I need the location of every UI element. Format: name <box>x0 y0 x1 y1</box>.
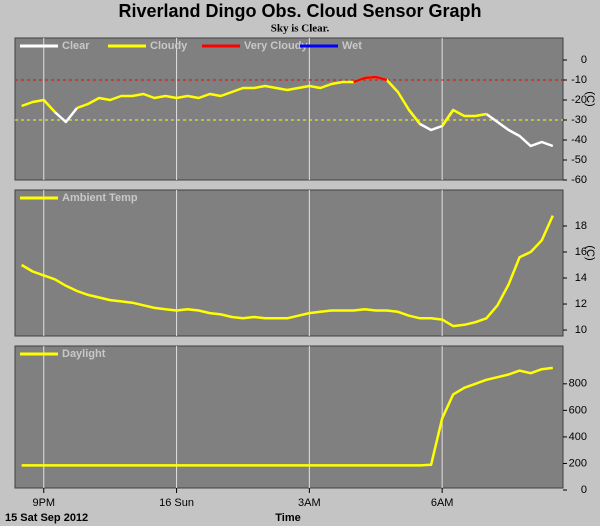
y-axis-label: (C) <box>584 245 596 260</box>
y-tick-label: 0 <box>581 484 587 496</box>
y-tick-label: 800 <box>569 378 587 390</box>
plot-area <box>14 189 564 337</box>
chart-title: Riverland Dingo Obs. Cloud Sensor Graph <box>118 1 481 21</box>
y-tick-label: -30 <box>571 114 587 126</box>
legend-label: Clear <box>62 40 90 52</box>
x-tick-label: 6AM <box>431 497 454 509</box>
x-tick-label: 9PM <box>32 497 55 509</box>
legend-label: Cloudy <box>150 40 188 52</box>
y-tick-label: 12 <box>575 298 587 310</box>
legend-label: Daylight <box>62 348 106 360</box>
y-tick-label: -50 <box>571 154 587 166</box>
y-tick-label: 600 <box>569 404 587 416</box>
chart-subtitle: Sky is Clear. <box>271 23 330 35</box>
y-tick-label: -10 <box>571 74 587 86</box>
y-tick-label: 18 <box>575 220 587 232</box>
legend-label: Very Cloudy <box>244 40 308 52</box>
x-tick-label: 3AM <box>298 497 321 509</box>
y-tick-label: 16 <box>575 246 587 258</box>
x-axis-label: Time <box>275 512 300 524</box>
y-tick-label: 14 <box>575 272 587 284</box>
series-line <box>21 366 553 467</box>
plot-area <box>14 37 564 181</box>
plot-area <box>14 345 564 489</box>
y-tick-label: 200 <box>569 457 587 469</box>
y-tick-label: 400 <box>569 431 587 443</box>
y-tick-label: -60 <box>571 174 587 186</box>
y-tick-label: 0 <box>581 54 587 66</box>
y-tick-label: 10 <box>575 324 587 336</box>
date-label: 15 Sat Sep 2012 <box>5 512 88 524</box>
legend-label: Wet <box>342 40 362 52</box>
series-line <box>353 75 388 84</box>
x-tick-label: 16 Sun <box>159 497 194 509</box>
y-tick-label: -40 <box>571 134 587 146</box>
series-line <box>20 215 554 328</box>
y-tick-label: -20 <box>571 94 587 106</box>
legend-label: Ambient Temp <box>62 192 138 204</box>
y-axis-label: (C) <box>584 91 596 106</box>
